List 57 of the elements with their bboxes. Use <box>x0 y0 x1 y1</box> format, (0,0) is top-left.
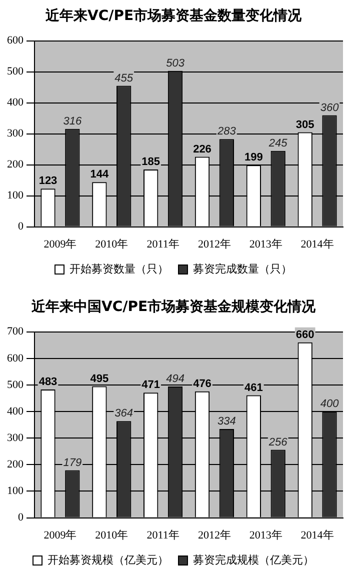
legend-label: 募资完成规模（亿美元） <box>193 553 314 566</box>
x-tick-label: 2010年 <box>95 529 128 542</box>
data-label: 199 <box>244 152 263 164</box>
data-label: 123 <box>38 175 58 188</box>
data-label: 495 <box>90 372 109 385</box>
data-label: 245 <box>268 137 288 150</box>
x-tick-label: 2009年 <box>44 529 77 542</box>
y-tick-label: 300 <box>7 128 24 140</box>
x-tick-label: 2012年 <box>198 238 231 250</box>
data-label: 364 <box>114 408 134 420</box>
legend-label: 开始募资规模（亿美元） <box>48 553 168 566</box>
x-tick-label: 2013年 <box>249 238 282 250</box>
data-label: 494 <box>166 373 184 386</box>
y-tick-label: 100 <box>7 485 24 498</box>
data-label: 471 <box>142 379 160 392</box>
legend-label: 募资完成数量（只） <box>193 262 292 276</box>
x-tick-label: 2014年 <box>300 238 334 250</box>
data-label: 256 <box>268 436 288 448</box>
x-tick-label: 2012年 <box>198 529 231 542</box>
x-tick-label: 2013年 <box>249 529 282 542</box>
y-tick-label: 100 <box>7 190 24 202</box>
y-tick-label: 400 <box>7 405 24 418</box>
data-label: 305 <box>296 118 314 131</box>
x-tick-label: 2010年 <box>95 238 128 250</box>
data-label: 316 <box>63 115 82 128</box>
data-label: 185 <box>142 156 160 168</box>
data-label: 660 <box>296 328 314 341</box>
data-label: 360 <box>320 102 340 114</box>
chart-title: 近年来VC/PE市场募资基金数量变化情况 <box>44 7 303 24</box>
y-tick-label: 200 <box>7 158 24 171</box>
data-label: 476 <box>193 378 212 390</box>
data-label: 334 <box>217 416 236 428</box>
y-tick-label: 0 <box>18 512 24 524</box>
x-tick-label: 2014年 <box>300 529 334 542</box>
y-tick-label: 300 <box>7 432 24 444</box>
y-tick-label: 500 <box>7 378 24 391</box>
data-label: 483 <box>38 376 58 388</box>
y-tick-label: 600 <box>7 34 24 47</box>
data-label: 461 <box>244 382 263 394</box>
y-tick-label: 500 <box>7 66 24 78</box>
x-tick-label: 2009年 <box>44 238 77 250</box>
x-tick-label: 2011年 <box>146 238 180 250</box>
data-label: 144 <box>90 168 110 181</box>
y-tick-label: 200 <box>7 458 24 471</box>
data-label: 226 <box>193 143 212 156</box>
data-label: 283 <box>216 126 237 138</box>
data-label: 503 <box>166 57 186 70</box>
x-tick-label: 2011年 <box>146 529 180 542</box>
chart-title: 近年来中国VC/PE市场募资基金规模变化情况 <box>30 298 317 316</box>
y-tick-label: 0 <box>18 220 24 233</box>
y-tick-label: 700 <box>7 326 24 338</box>
y-tick-label: 600 <box>7 352 24 364</box>
y-tick-label: 400 <box>7 96 24 109</box>
data-label: 455 <box>114 72 134 84</box>
data-label: 400 <box>320 398 340 410</box>
legend-label: 开始募资数量（只） <box>70 262 168 276</box>
data-label: 179 <box>63 456 82 469</box>
